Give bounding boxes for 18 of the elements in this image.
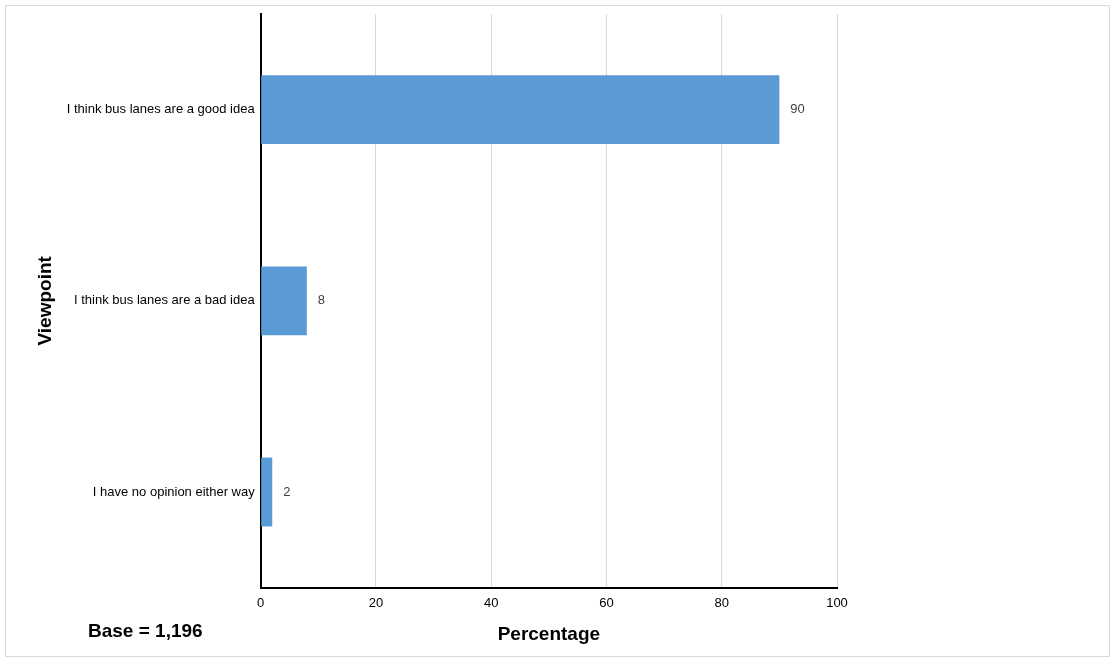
x-tick-label: 40 [483,594,499,610]
bar [261,75,780,145]
y-axis-title: Viewpoint [33,255,55,346]
x-tick-label: 0 [257,594,265,610]
data-label: 90 [790,101,805,117]
data-label: 8 [317,292,326,308]
y-tick-label: I think bus lanes are a bad idea [74,292,256,308]
bar [261,457,273,527]
x-axis-title: Percentage [497,622,601,644]
data-label: 2 [283,483,291,499]
text: Base = 1,196 [88,620,203,642]
y-tick-label: I think bus lanes are a good idea [66,101,256,117]
y-tick-label: I have no opinion either way [92,483,256,499]
bar [261,266,307,336]
x-tick-label: 20 [368,594,384,610]
x-tick-label: 80 [714,594,729,610]
x-tick-label: 60 [599,594,614,610]
x-tick-label: 100 [826,594,848,610]
